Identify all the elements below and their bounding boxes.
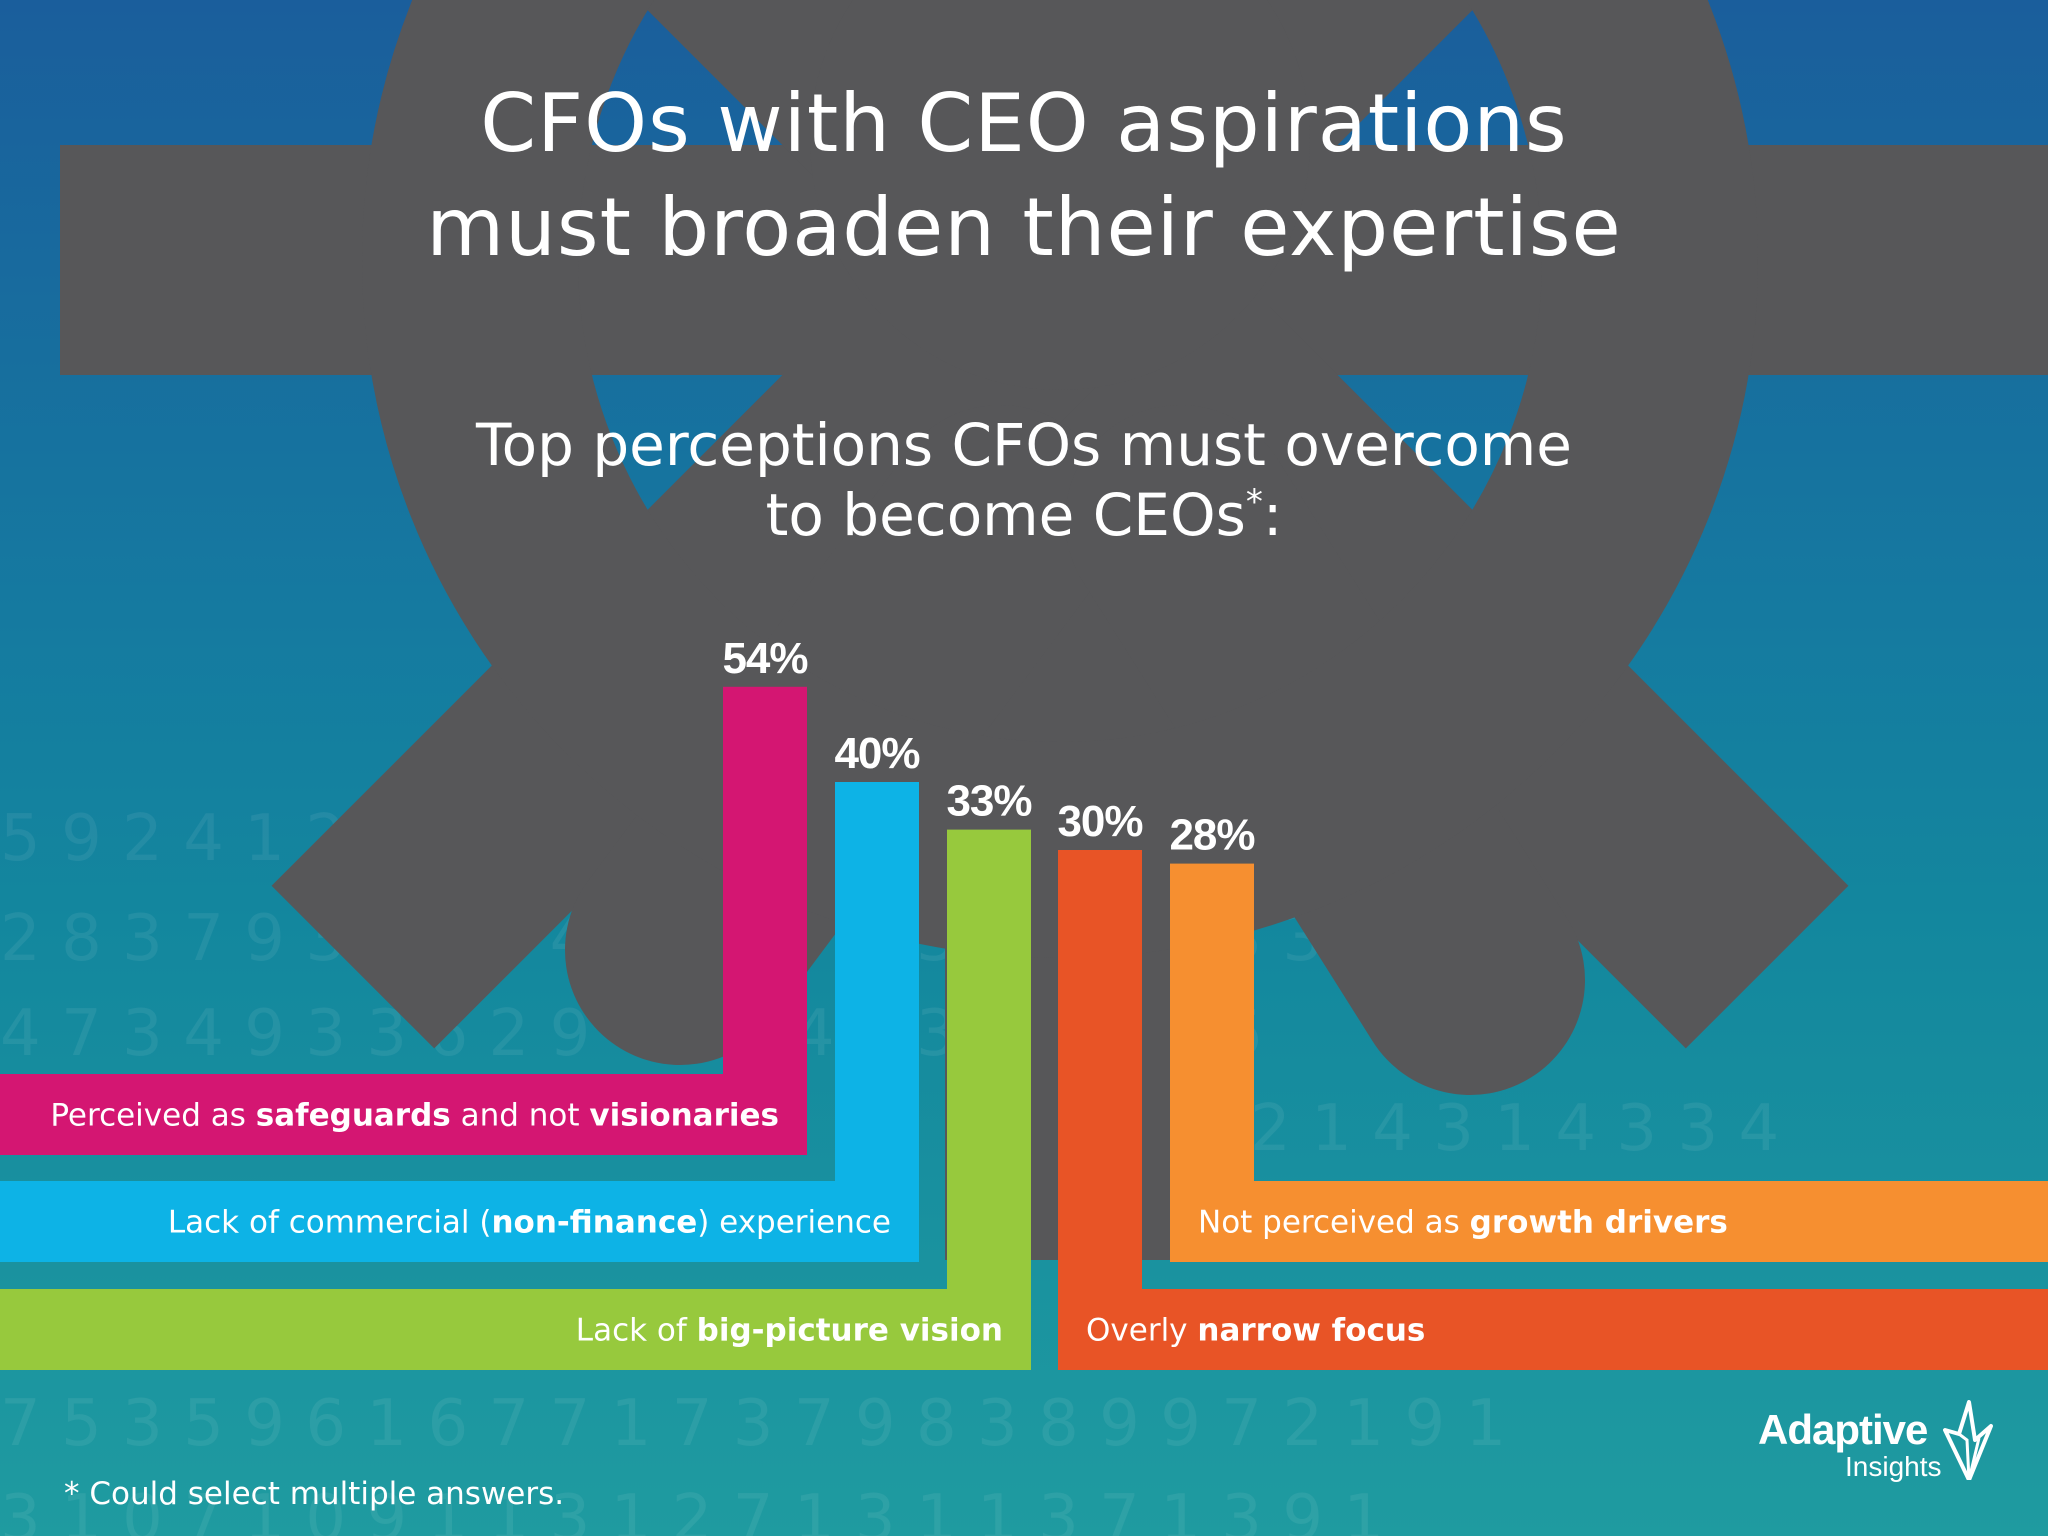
- logo-mark-icon: [1943, 1400, 1993, 1480]
- digit-row: 7 5 3 5 9 6 1 6 7 7 1 7 3 7 9 8 3 8 9 9 …: [0, 1387, 1506, 1461]
- value-label: 33%: [946, 777, 1031, 826]
- bar-series-item: 30% Overly narrow focus: [1057, 797, 2048, 1370]
- bar-series-item: 28% Not perceived as growth drivers: [1169, 811, 2048, 1262]
- value-label: 30%: [1057, 797, 1142, 846]
- subtitle-line-2: to become CEOs*:: [0, 480, 2048, 550]
- bar-series-item: 54% Perceived as safeguards and not visio…: [0, 634, 809, 1155]
- title-line: CFOs with CEO aspirations: [480, 77, 1568, 170]
- asterisk-marker: *: [1245, 482, 1263, 522]
- value-label: 54%: [722, 634, 807, 683]
- adaptive-insights-logo: Adaptive Insights: [1755, 1400, 2005, 1490]
- category-label: Not perceived as growth drivers: [1198, 1205, 1728, 1241]
- subtitle-line-2-text: to become CEOs: [765, 481, 1246, 549]
- category-label: Overly narrow focus: [1086, 1313, 1425, 1349]
- value-label: 40%: [834, 729, 919, 778]
- digit-row: 2 1 4 3 1 4 3 3 4: [1250, 1092, 1779, 1166]
- digit-row: 3 1 0 7 1 0 9 1 1 3 1 2 7 1 3 1 1 3 7 1 …: [0, 1482, 1384, 1536]
- bar: [1058, 850, 1142, 1370]
- category-label: Perceived as safeguards and not visionar…: [50, 1098, 779, 1134]
- bar-series-item: 33% Lack of big-picture vision: [0, 777, 1033, 1370]
- footnote: * Could select multiple answers.: [64, 1476, 565, 1512]
- category-label: Lack of commercial (non-finance) experie…: [168, 1205, 891, 1241]
- gear-hub: [810, 0, 1310, 390]
- bar: [947, 829, 1031, 1370]
- category-band: [0, 1289, 1031, 1370]
- page-title: CFOs with CEO aspirations must broaden t…: [0, 72, 2048, 280]
- category-band: [1170, 1181, 2048, 1262]
- logo-word-adaptive: Adaptive: [1758, 1406, 1928, 1453]
- category-band: [1058, 1289, 2048, 1370]
- subtitle-line-1: Top perceptions CFOs must overcome: [476, 411, 1572, 479]
- chart-subtitle: Top perceptions CFOs must overcome to be…: [0, 410, 2048, 550]
- bar-series-item: 40% Lack of commercial (non-finance) expe…: [0, 729, 921, 1262]
- logo-word-insights: Insights: [1845, 1451, 1942, 1482]
- subtitle-colon: :: [1262, 481, 1283, 549]
- category-band: [0, 1074, 807, 1155]
- title-line: must broaden their expertise: [426, 181, 1622, 274]
- category-band: [0, 1181, 919, 1262]
- category-label: Lack of big-picture vision: [576, 1313, 1003, 1349]
- value-label: 28%: [1169, 811, 1254, 860]
